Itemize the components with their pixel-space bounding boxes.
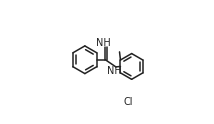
- Text: NH: NH: [107, 66, 122, 76]
- Text: NH: NH: [96, 38, 111, 48]
- Text: Cl: Cl: [123, 97, 133, 107]
